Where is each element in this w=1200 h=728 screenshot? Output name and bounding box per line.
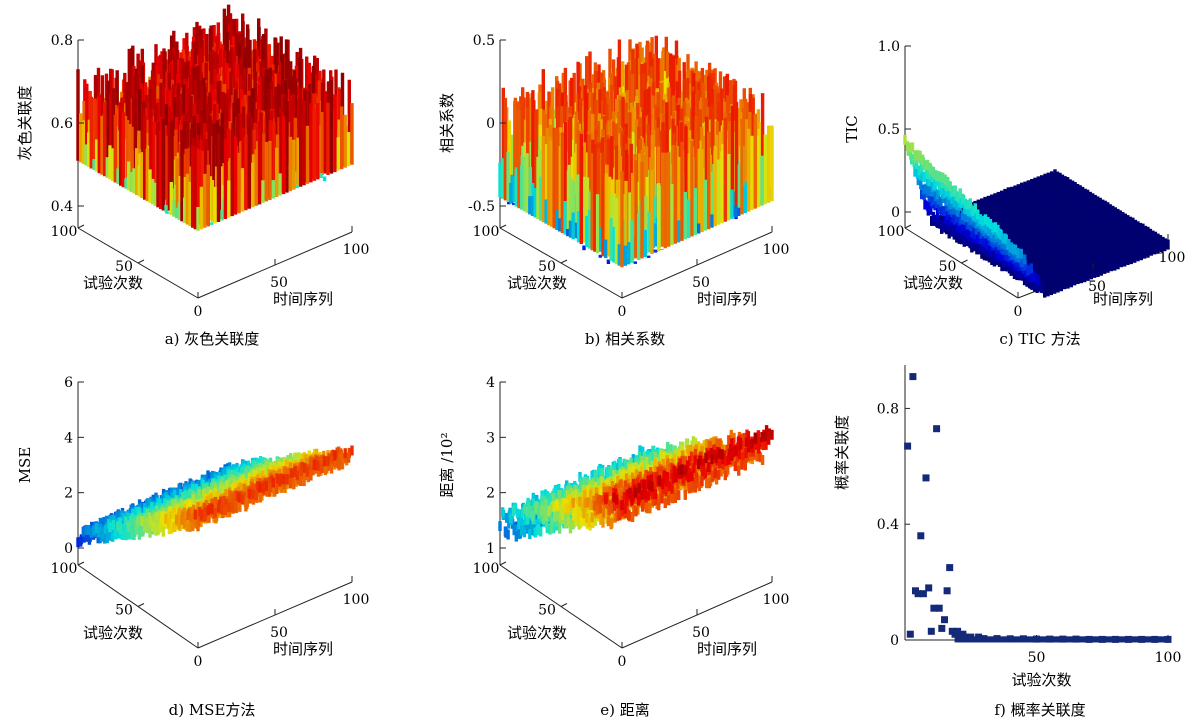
x-tick-label: 0 — [194, 304, 203, 320]
x-tick-label: 100 — [763, 242, 790, 258]
x-tick-label: 50 — [270, 275, 288, 291]
y-axis-label: 试验次数 — [507, 274, 567, 292]
caption-f: f) 概率关联度 — [994, 701, 1085, 719]
z-axis-label: 灰色关联度 — [16, 85, 34, 160]
caption-e: e) 距离 — [600, 701, 650, 719]
caption-b: b) 相关系数 — [585, 330, 665, 348]
z-tick-label: 0.5 — [473, 33, 495, 49]
y-tick-label: 50 — [115, 259, 133, 275]
y-axis-label: 试验次数 — [83, 274, 143, 292]
chart-panel-a: 0.4 0.6 0.8 0 50 100 50 100 时间序列 试验次数 灰色关联度 — [16, 5, 369, 320]
y-tick — [78, 225, 84, 228]
x-tick-label: 100 — [343, 242, 370, 258]
z-tick-label: 0 — [486, 116, 495, 132]
y-tick — [561, 260, 567, 263]
chart-panel-b: -0.5 0 0.5 0 50 100 50 100 时间序列 试验次数 相关系数 — [438, 33, 789, 320]
z-axis-label: 相关系数 — [438, 93, 456, 153]
caption-a: a) 灰色关联度 — [165, 330, 260, 348]
surface-a — [78, 5, 352, 231]
y-tick-label: 100 — [473, 224, 500, 240]
x-axis-label: 时间序列 — [697, 290, 757, 308]
caption-c: c) TIC 方法 — [999, 330, 1080, 348]
x-tick-label: 50 — [692, 275, 710, 291]
y-tick-label: 100 — [51, 224, 78, 240]
x-axis-label: 时间序列 — [273, 290, 333, 308]
y-tick — [500, 225, 506, 228]
z-tick-label: 0.8 — [51, 33, 73, 49]
y-tick-label: 50 — [538, 259, 556, 275]
z-tick-label: 0.4 — [51, 199, 73, 215]
y-tick — [138, 260, 144, 263]
z-tick-label: 0.6 — [51, 116, 73, 132]
x-tick-label: 0 — [618, 304, 627, 320]
caption-d: d) MSE方法 — [169, 701, 256, 719]
surface-b — [500, 36, 772, 267]
z-tick-label: -0.5 — [468, 199, 495, 215]
